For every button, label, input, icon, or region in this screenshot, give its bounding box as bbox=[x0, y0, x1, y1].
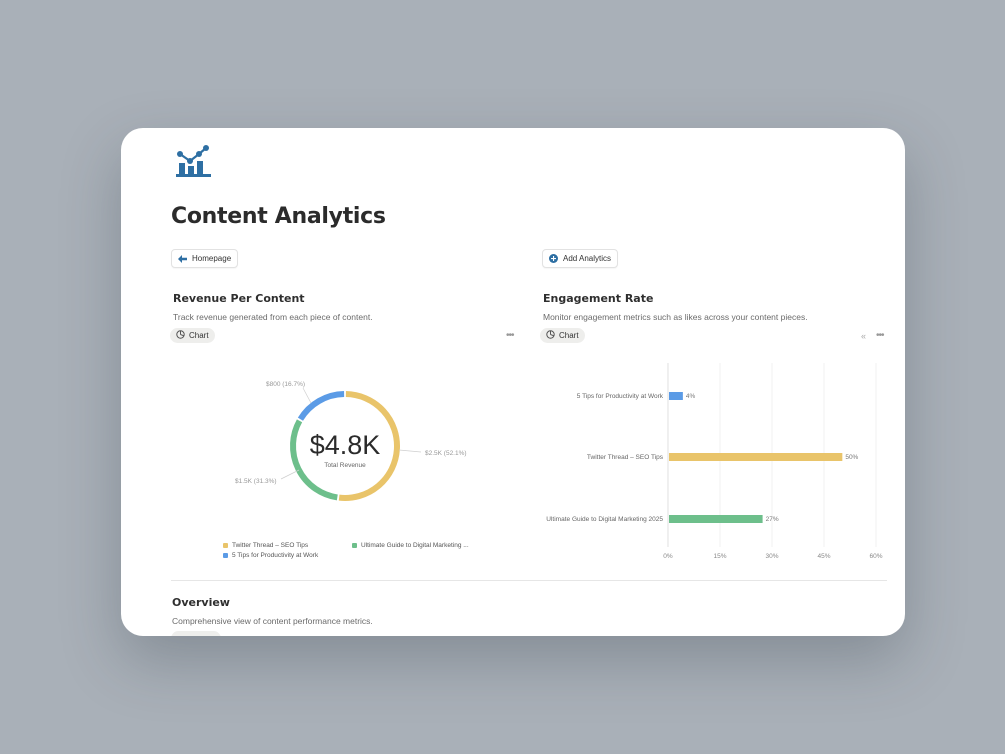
page-card: Content Analytics Homepage Add Analytics… bbox=[121, 128, 905, 636]
revenue-more-options-icon[interactable]: ••• bbox=[506, 330, 514, 341]
engagement-chart-view-label: Chart bbox=[559, 331, 579, 340]
bar-value-label: 27% bbox=[766, 516, 779, 523]
revenue-chart-view-tab[interactable]: Chart bbox=[170, 328, 215, 343]
slice-label-productivity: $800 (16.7%) bbox=[266, 381, 305, 388]
slice-label-twitter: $2.5K (52.1%) bbox=[425, 450, 467, 457]
legend-swatch-yellow bbox=[223, 543, 228, 548]
legend-label: 5 Tips for Productivity at Work bbox=[232, 552, 319, 559]
engagement-chart-view-tab[interactable]: Chart bbox=[540, 328, 585, 343]
donut-leader-line bbox=[302, 387, 312, 404]
legend-item-ultimate-guide: Ultimate Guide to Digital Marketing ... bbox=[352, 542, 469, 549]
bar bbox=[669, 392, 683, 400]
add-analytics-button-label: Add Analytics bbox=[563, 254, 612, 263]
x-tick-label: 15% bbox=[713, 553, 726, 560]
bar bbox=[669, 515, 763, 523]
pie-chart-icon bbox=[546, 330, 555, 341]
x-tick-label: 0% bbox=[663, 553, 673, 560]
arrow-left-icon bbox=[178, 254, 187, 263]
overview-section-title: Overview bbox=[172, 596, 230, 609]
page-title: Content Analytics bbox=[171, 204, 386, 229]
donut-leader-line bbox=[398, 449, 422, 453]
analytics-chart-icon bbox=[173, 144, 213, 178]
bar-value-label: 50% bbox=[845, 454, 858, 461]
bar-value-label: 4% bbox=[686, 393, 696, 400]
bar bbox=[669, 453, 843, 461]
pie-chart-icon bbox=[176, 330, 185, 341]
engagement-section-title: Engagement Rate bbox=[543, 292, 654, 305]
donut-leader-line bbox=[280, 469, 300, 480]
engagement-bar-chart: 0% 15% 30% 45% 60% 5 Tips for Productivity a… bbox=[546, 363, 883, 560]
x-tick-label: 45% bbox=[817, 553, 830, 560]
donut-center-value: $4.8K bbox=[310, 430, 381, 460]
donut-center-label: Total Revenue bbox=[324, 462, 366, 469]
homepage-button[interactable]: Homepage bbox=[171, 249, 239, 268]
revenue-section-title: Revenue Per Content bbox=[173, 292, 305, 305]
revenue-section-description: Track revenue generated from each piece … bbox=[173, 312, 373, 322]
slice-label-ultimate-guide: $1.5K (31.3%) bbox=[235, 478, 277, 485]
engagement-more-options-icon[interactable]: ••• bbox=[876, 330, 884, 341]
homepage-button-label: Homepage bbox=[192, 254, 232, 263]
collapse-chevron-icon[interactable]: « bbox=[861, 331, 867, 341]
bar-category-label: 5 Tips for Productivity at Work bbox=[577, 393, 664, 400]
plus-circle-icon bbox=[549, 254, 558, 263]
section-divider bbox=[171, 580, 887, 581]
donut-slice-twitter bbox=[338, 391, 400, 501]
bar-category-label: Ultimate Guide to Digital Marketing 2025 bbox=[546, 516, 663, 523]
legend-label: Ultimate Guide to Digital Marketing ... bbox=[361, 542, 469, 549]
x-tick-label: 60% bbox=[869, 553, 882, 560]
donut-slice-productivity bbox=[297, 391, 345, 421]
legend-swatch-blue bbox=[223, 553, 228, 558]
donut-slice-ultimate-guide bbox=[290, 419, 338, 501]
legend-swatch-green bbox=[352, 543, 357, 548]
legend-item-twitter: Twitter Thread – SEO Tips bbox=[223, 542, 308, 549]
x-tick-label: 30% bbox=[765, 553, 778, 560]
legend-item-productivity: 5 Tips for Productivity at Work bbox=[223, 552, 318, 559]
legend-label: Twitter Thread – SEO Tips bbox=[232, 542, 309, 549]
overview-view-tab[interactable] bbox=[171, 631, 221, 636]
engagement-section-description: Monitor engagement metrics such as likes… bbox=[543, 312, 808, 322]
revenue-chart-view-label: Chart bbox=[189, 331, 209, 340]
bar-category-label: Twitter Thread – SEO Tips bbox=[587, 454, 664, 461]
add-analytics-button[interactable]: Add Analytics bbox=[542, 249, 619, 268]
revenue-donut-chart: $4.8K Total Revenue $2.5K (52.1%) $1.5K … bbox=[235, 381, 467, 501]
overview-section-description: Comprehensive view of content performanc… bbox=[172, 616, 373, 626]
